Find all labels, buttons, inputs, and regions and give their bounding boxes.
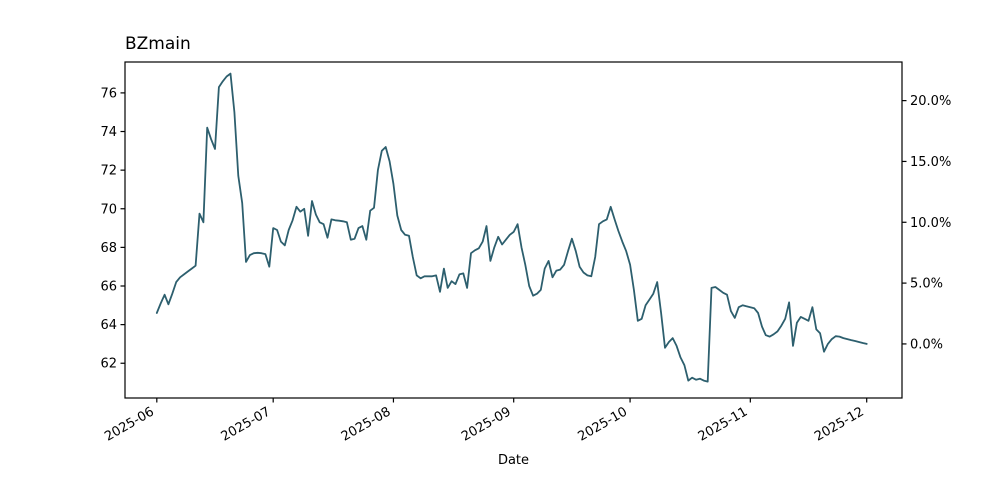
y-tick-label-left: 74	[100, 125, 117, 140]
x-tick-label: 2025-08	[339, 404, 394, 444]
axes-frame	[124, 61, 903, 399]
y-tick-label-left: 76	[100, 86, 117, 101]
x-tick-label: 2025-06	[102, 404, 157, 444]
y-tick-label-right: 10.0%	[910, 216, 951, 231]
y-tick-label-right: 0.0%	[910, 337, 943, 352]
y-tick-label-left: 64	[100, 318, 117, 333]
y-tick-label-left: 62	[100, 357, 117, 372]
y-tick-label-left: 66	[100, 280, 117, 295]
price-line	[155, 72, 868, 383]
x-tick-label: 2025-07	[219, 404, 274, 444]
y-tick-label-right: 20.0%	[910, 94, 951, 109]
y-tick-label-right: 5.0%	[910, 277, 943, 292]
y-tick-label-right: 15.0%	[910, 155, 951, 170]
x-tick-label: 2025-09	[459, 404, 514, 444]
x-tick-label: 2025-11	[696, 404, 751, 444]
y-tick-label-left: 72	[100, 164, 117, 179]
chart-title: BZmain	[125, 34, 191, 54]
x-axis-label: Date	[497, 453, 530, 468]
y-tick-label-left: 68	[100, 241, 117, 256]
y-tick-label-left: 70	[100, 202, 117, 217]
x-tick-label: 2025-10	[576, 404, 631, 444]
x-tick-label: 2025-12	[812, 404, 867, 444]
